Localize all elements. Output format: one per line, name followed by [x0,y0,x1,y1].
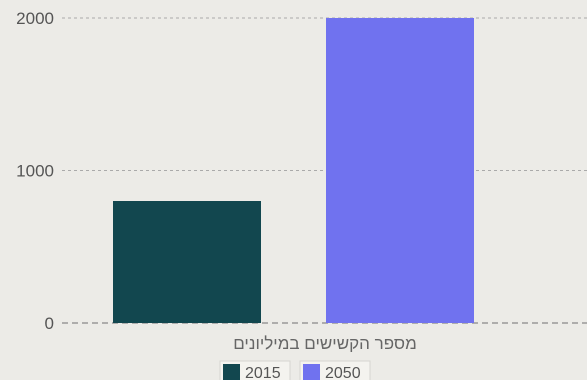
y-axis-ticks: 0 1000 2000 [16,9,54,333]
y-tick-label-2: 2000 [16,9,54,28]
bar-2050 [326,18,474,323]
legend-swatch-2050 [303,364,320,380]
legend-item-2050: 2050 [299,360,371,380]
y-tick-label-0: 0 [45,314,54,333]
bars [113,18,474,323]
legend-label-2015: 2015 [245,365,281,380]
legend-swatch-2015 [223,364,240,380]
grid-lines [62,17,587,324]
x-axis-title: מספר הקשישים במיליונים [233,334,417,353]
bar-2015 [113,201,261,323]
legend: 2015 2050 [219,360,371,380]
legend-label-2050: 2050 [325,365,361,380]
legend-item-2015: 2015 [219,360,291,380]
y-tick-label-1: 1000 [16,162,54,181]
